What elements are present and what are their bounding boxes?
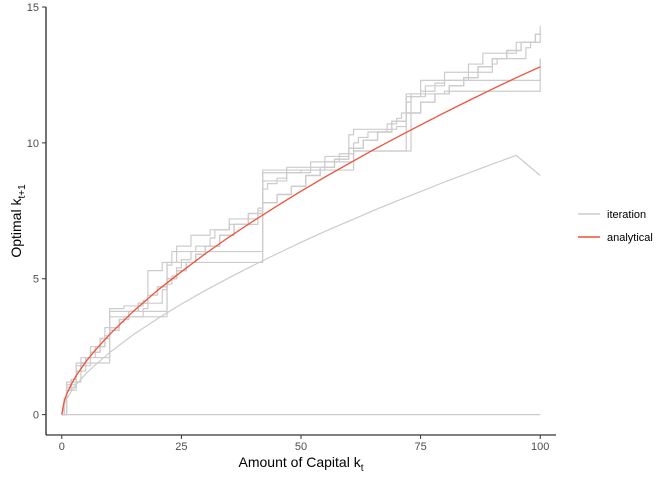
legend-label-analytical: analytical [607,232,653,244]
analytical-line [61,66,541,415]
x-ticks: 0 25 50 75 100 [59,435,549,453]
y-ticks: 0 5 10 15 [27,2,46,422]
iteration-line-5 [61,39,541,416]
x-axis-title-sub: t [361,463,364,474]
y-tick-label: 5 [33,274,39,286]
series-layer [61,26,541,416]
x-tick-label: 100 [531,441,549,453]
y-tick-label: 15 [27,2,39,14]
x-axis-title: Amount of Capital kt [239,454,364,474]
y-tick-label: 0 [33,410,39,422]
iteration-line-2 [61,31,541,416]
x-tick-label: 25 [175,441,187,453]
iteration-line-6 [61,58,541,416]
y-axis-title-main: Optimal k [8,198,24,258]
x-tick-label: 75 [414,441,426,453]
iteration-line-0 [61,154,541,415]
legend-label-iteration: iteration [607,209,646,221]
iteration-line-1 [61,26,541,416]
iteration-line-7 [61,58,541,416]
y-axis-title: Optimal kt+1 [8,184,28,258]
y-axis-title-sub: t+1 [17,184,28,199]
x-tick-label: 50 [295,441,307,453]
y-tick-label: 10 [27,138,39,150]
legend: iteration analytical [578,209,653,244]
x-axis-title-main: Amount of Capital k [239,454,362,470]
iteration-line-4 [61,36,541,416]
axes-layer: 0 25 50 75 100 0 5 10 15 [27,2,556,453]
x-tick-label: 0 [59,441,65,453]
